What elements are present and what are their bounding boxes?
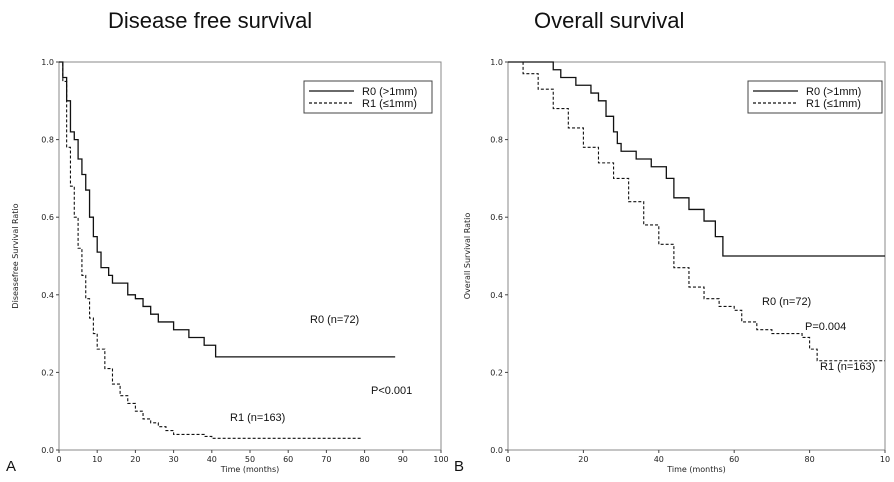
x-tick-label: 60 [283,455,293,464]
chart-title-overall: Overall survival [534,8,685,33]
annotation-p-value: P=0.004 [805,321,846,333]
x-tick-label: 50 [245,455,255,464]
x-tick-label: 60 [729,455,739,464]
y-tick-label: 0.2 [490,368,503,377]
annotation-r1-count: R1 (n=163) [820,361,875,373]
legend-label-r1: R1 (≤1mm) [806,98,861,110]
legend-box [747,80,883,114]
series-line-r1 [59,61,361,439]
panel-letter-a: A [6,458,17,475]
x-tick-label: 80 [805,455,815,464]
annotation-r0-count: R0 (n=72) [762,296,811,308]
legend-label-r1: R1 (≤1mm) [362,98,417,110]
y-tick-label: 0.8 [41,136,54,145]
legend-label-r0: R0 (>1mm) [362,86,417,98]
y-tick-label: 0.4 [41,291,54,300]
x-tick-label: 0 [505,455,510,464]
y-tick-label: 0.6 [41,213,54,222]
x-tick-label: 20 [130,455,140,464]
chart-title-disease-free: Disease free survival [108,8,313,33]
annotation-r0-count: R0 (n=72) [310,314,359,326]
x-axis-label: Time (months) [666,465,726,474]
series-line-r1 [508,61,885,362]
x-tick-label: 100 [433,455,448,464]
x-tick-label: 90 [398,455,408,464]
annotation-p-value: P<0.001 [371,385,412,397]
legend-label-r0: R0 (>1mm) [806,86,861,98]
x-tick-label: 10 [880,455,890,464]
x-tick-label: 20 [578,455,588,464]
y-tick-label: 0.8 [490,136,503,145]
x-tick-label: 40 [654,455,664,464]
x-tick-label: 0 [56,455,61,464]
y-tick-label: 1.0 [490,58,503,67]
x-tick-label: 10 [92,455,102,464]
y-tick-label: 0.2 [41,368,54,377]
y-tick-label: 1.0 [41,58,54,67]
x-tick-label: 40 [207,455,217,464]
x-tick-label: 80 [360,455,370,464]
y-tick-label: 0.0 [490,446,503,455]
x-tick-label: 30 [169,455,179,464]
annotation-r1-count: R1 (n=163) [230,412,285,424]
y-tick-label: 0.4 [490,291,503,300]
x-axis-label: Time (months) [220,465,280,474]
y-axis-label: Overall Survival Ratio [463,213,472,300]
legend-box [303,80,433,114]
y-tick-label: 0.6 [490,213,503,222]
series-line-r0 [508,61,885,257]
series-line-r0 [59,61,396,358]
y-tick-label: 0.0 [41,446,54,455]
x-tick-label: 70 [321,455,331,464]
panel-letter-b: B [454,458,465,475]
y-axis-label: Diseasefree Survival Ratio [11,203,20,308]
